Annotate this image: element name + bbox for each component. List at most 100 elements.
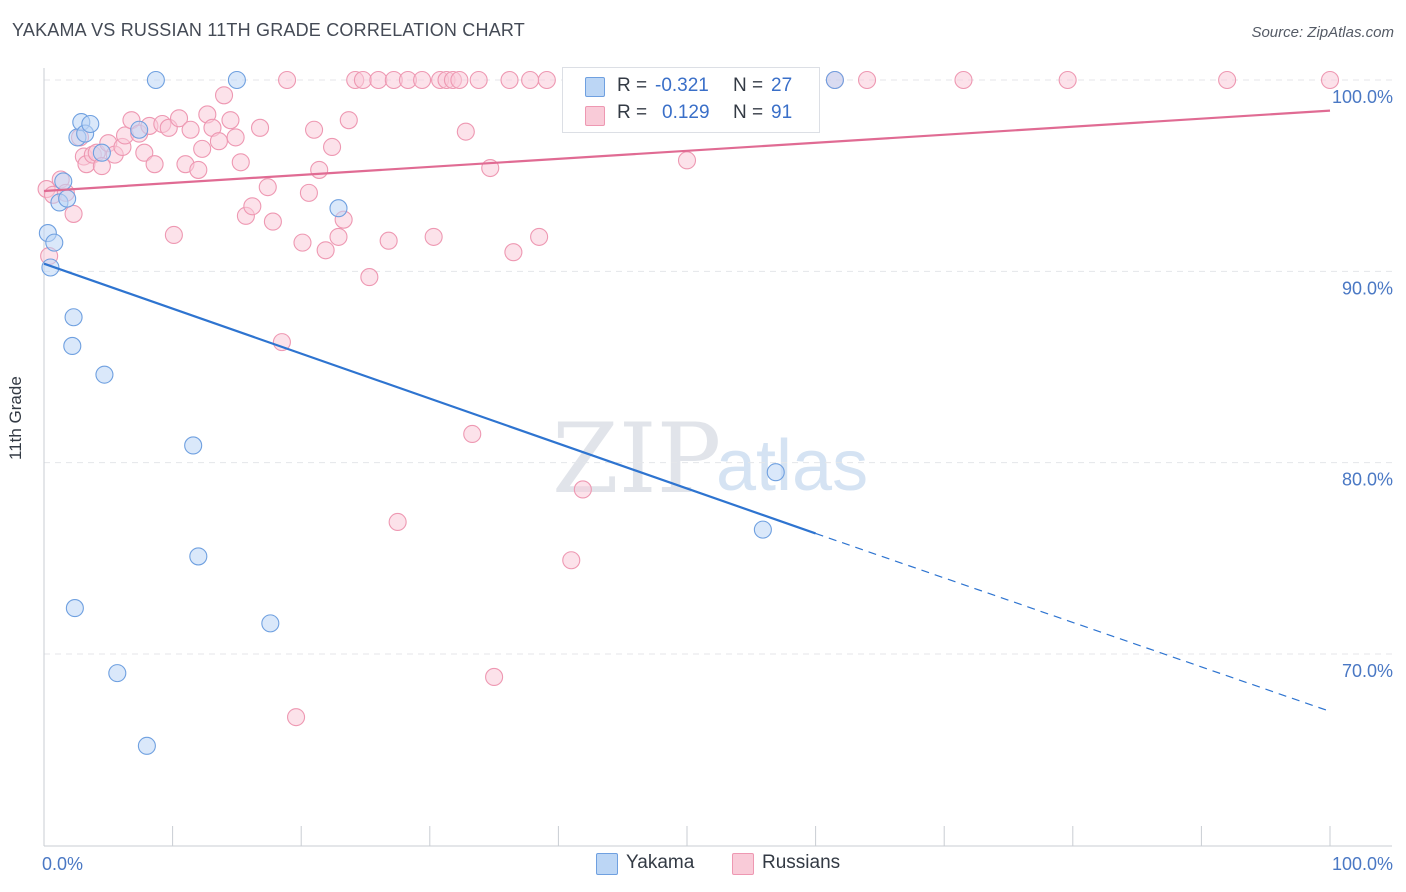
tick-labels: 70.0% 80.0% 90.0% 100.0% 0.0% 100.0% bbox=[42, 87, 1393, 874]
russians-point bbox=[310, 160, 329, 179]
russians-swatch bbox=[585, 106, 605, 126]
yakama-point bbox=[54, 172, 73, 191]
russians-point bbox=[164, 225, 183, 245]
yakama-swatch bbox=[585, 77, 605, 97]
russians-point bbox=[1218, 70, 1237, 90]
russians-point bbox=[677, 151, 697, 170]
russians-point bbox=[456, 122, 475, 141]
russians-point bbox=[537, 70, 556, 90]
r-label: R = bbox=[617, 75, 648, 96]
russians-point bbox=[305, 120, 324, 139]
russians-legend-swatch bbox=[732, 853, 754, 875]
source-label: Source: ZipAtlas.com bbox=[1251, 24, 1394, 41]
russians-point bbox=[500, 70, 519, 90]
russians-point bbox=[323, 137, 342, 157]
russians-point bbox=[299, 183, 318, 202]
russians-point bbox=[360, 268, 379, 287]
trend-layer bbox=[43, 109, 1331, 712]
yakama-point bbox=[189, 547, 208, 566]
russians-legend-label: Russians bbox=[762, 852, 841, 873]
n-label: N = bbox=[733, 75, 764, 96]
russians-point bbox=[573, 480, 592, 499]
russians-point bbox=[250, 118, 270, 137]
yakama-point bbox=[753, 520, 772, 539]
russians-point bbox=[857, 70, 877, 90]
legend-row-russians: R = 0.129 N = 91 bbox=[563, 100, 819, 130]
russians-point bbox=[562, 551, 581, 570]
russians-point bbox=[135, 143, 154, 162]
n-value: 91 bbox=[771, 102, 793, 123]
russians-point bbox=[463, 424, 482, 444]
russians-point bbox=[221, 111, 240, 130]
stats-legend: R = -0.321 N = 27 R = 0.129 N = 91 bbox=[562, 67, 820, 133]
yakama-trend-line bbox=[43, 262, 816, 535]
y-tick-label: 80.0% bbox=[1342, 470, 1393, 490]
russians-point bbox=[193, 139, 212, 158]
russians-point bbox=[226, 128, 245, 147]
russians-point bbox=[231, 153, 250, 172]
watermark-zip: ZIP bbox=[552, 403, 721, 515]
yakama-point bbox=[825, 70, 844, 90]
russians-point bbox=[169, 109, 189, 128]
russians-point bbox=[189, 160, 208, 179]
russians-point bbox=[64, 204, 83, 223]
russians-point bbox=[293, 233, 312, 252]
russians-point bbox=[369, 70, 388, 90]
yakama-point bbox=[81, 114, 100, 134]
russians-point bbox=[258, 178, 277, 197]
yakama-point bbox=[130, 120, 149, 139]
russians-point bbox=[954, 70, 973, 90]
russians-point bbox=[316, 241, 335, 260]
russians-point bbox=[287, 708, 306, 727]
russians-point bbox=[263, 212, 282, 231]
yakama-point bbox=[95, 365, 114, 384]
yakama-legend-swatch bbox=[596, 853, 618, 875]
yakama-point bbox=[766, 463, 785, 482]
yakama-point bbox=[108, 664, 127, 683]
russians-point bbox=[209, 132, 228, 151]
yakama-point bbox=[64, 308, 83, 327]
yakama-point bbox=[329, 199, 348, 218]
chart-title: YAKAMA VS RUSSIAN 11TH GRADE CORRELATION… bbox=[12, 20, 525, 40]
russians-point bbox=[379, 231, 398, 250]
r-label: R = bbox=[617, 102, 648, 123]
russians-point bbox=[243, 197, 262, 216]
watermark-atlas: atlas bbox=[716, 426, 868, 506]
russians-point bbox=[388, 512, 407, 532]
y-tick-label: 90.0% bbox=[1342, 278, 1393, 298]
yakama-point bbox=[146, 70, 165, 90]
russians-point bbox=[504, 243, 523, 262]
russians-point bbox=[278, 70, 297, 90]
yakama-point bbox=[63, 336, 82, 356]
yakama-point bbox=[45, 233, 64, 252]
n-value: 27 bbox=[771, 75, 793, 96]
russians-point bbox=[450, 70, 469, 90]
russians-point bbox=[353, 70, 372, 90]
n-label: N = bbox=[733, 102, 764, 123]
russians-point bbox=[1320, 70, 1340, 90]
yakama-point bbox=[58, 189, 77, 208]
yakama-legend-label: Yakama bbox=[626, 852, 695, 873]
y-tick-label: 100.0% bbox=[1332, 87, 1393, 107]
russians-point bbox=[145, 155, 164, 174]
russians-point bbox=[181, 120, 200, 139]
russians-point bbox=[413, 70, 432, 90]
russians-trend-line bbox=[43, 109, 1331, 193]
yakama-point bbox=[41, 258, 60, 277]
yakama-point bbox=[65, 599, 84, 618]
yakama-point bbox=[261, 614, 280, 633]
russians-point bbox=[339, 111, 358, 130]
russians-point bbox=[214, 86, 234, 105]
r-value: 0.129 bbox=[662, 102, 710, 123]
yakama-point bbox=[227, 70, 246, 90]
yakama-point bbox=[184, 436, 203, 455]
russians-point bbox=[1058, 70, 1077, 90]
russians-point bbox=[469, 70, 488, 90]
legend-row-yakama: R = -0.321 N = 27 bbox=[563, 71, 819, 101]
yakama-point bbox=[137, 736, 156, 755]
russians-point bbox=[521, 70, 540, 90]
x-tick-label: 0.0% bbox=[42, 854, 83, 874]
x-tick-label: 100.0% bbox=[1332, 854, 1393, 874]
yakama-point bbox=[92, 143, 111, 162]
